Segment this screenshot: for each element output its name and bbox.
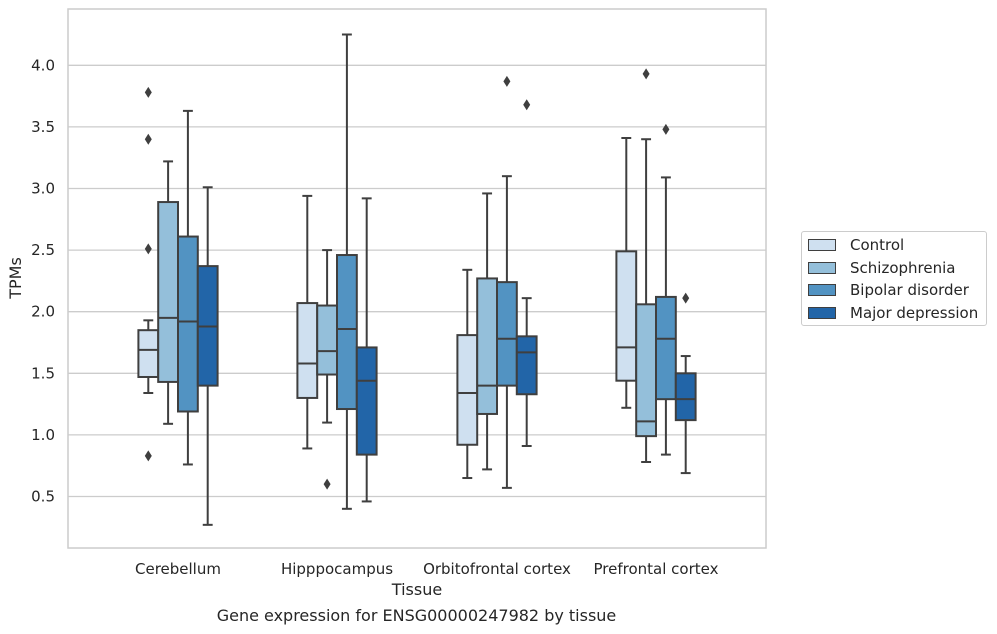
box [177,235,199,413]
legend-label-schizophrenia: Schizophrenia [850,259,956,277]
outlier-marker [144,243,152,255]
y-axis-label: TPMs [6,257,25,300]
legend-swatch-major-depression [808,307,836,319]
box [515,335,538,396]
outlier-marker [662,123,670,135]
box [296,302,319,399]
y-axis-ticks: 0.5 1.0 1.5 2.0 2.5 3.0 3.5 4.0 [31,56,55,505]
x-tick-label: Prefrontal cortex [594,560,719,578]
outlier-marker [503,75,511,87]
box [674,372,697,422]
y-tick-label: 0.5 [31,488,55,506]
x-tick-label: Hipppocampus [281,560,393,578]
box [635,303,658,438]
legend-label-control: Control [850,236,905,254]
outlier-marker [144,86,152,98]
outlier-marker [323,478,331,490]
box [355,346,378,456]
legend: Control Schizophrenia Bipolar disorder M… [801,231,987,326]
plot-frame [67,8,767,549]
box [615,250,638,382]
box [316,304,339,376]
y-tick-label: 2.5 [31,241,55,259]
outlier-marker [682,292,690,304]
outlier-marker [144,450,152,462]
box [456,334,479,446]
legend-swatch-schizophrenia [808,262,836,274]
legend-item-control: Control [808,236,904,254]
boxes [137,33,697,526]
legend-item-bipolar: Bipolar disorder [808,281,969,299]
x-tick-label: Orbitofrontal cortex [423,560,571,578]
y-tick-label: 1.5 [31,364,55,382]
y-tick-label: 4.0 [31,56,55,74]
legend-swatch-control [808,239,836,251]
legend-item-schizophrenia: Schizophrenia [808,259,955,277]
y-tick-label: 2.0 [31,303,55,321]
legend-swatch-bipolar [808,284,836,296]
outlier-marker [144,133,152,145]
box [157,201,179,383]
y-tick-label: 3.0 [31,180,55,198]
box [137,329,160,378]
box [655,295,677,401]
legend-label-bipolar: Bipolar disorder [850,281,969,299]
y-tick-label: 3.5 [31,118,55,136]
x-axis-ticks: Cerebellum Hipppocampus Orbitofrontal cort… [135,560,719,578]
outlier-marker [523,99,531,111]
box [476,277,499,415]
outlier-marker [642,68,650,80]
legend-label-major-depression: Major depression [850,304,979,322]
y-tick-label: 1.0 [31,426,55,444]
box [496,281,518,387]
box [336,254,358,411]
x-axis-label: Tissue [391,580,442,599]
x-tick-label: Cerebellum [135,560,221,578]
legend-item-major-depression: Major depression [808,304,978,322]
figure-caption: Gene expression for ENSG00000247982 by t… [216,606,617,625]
